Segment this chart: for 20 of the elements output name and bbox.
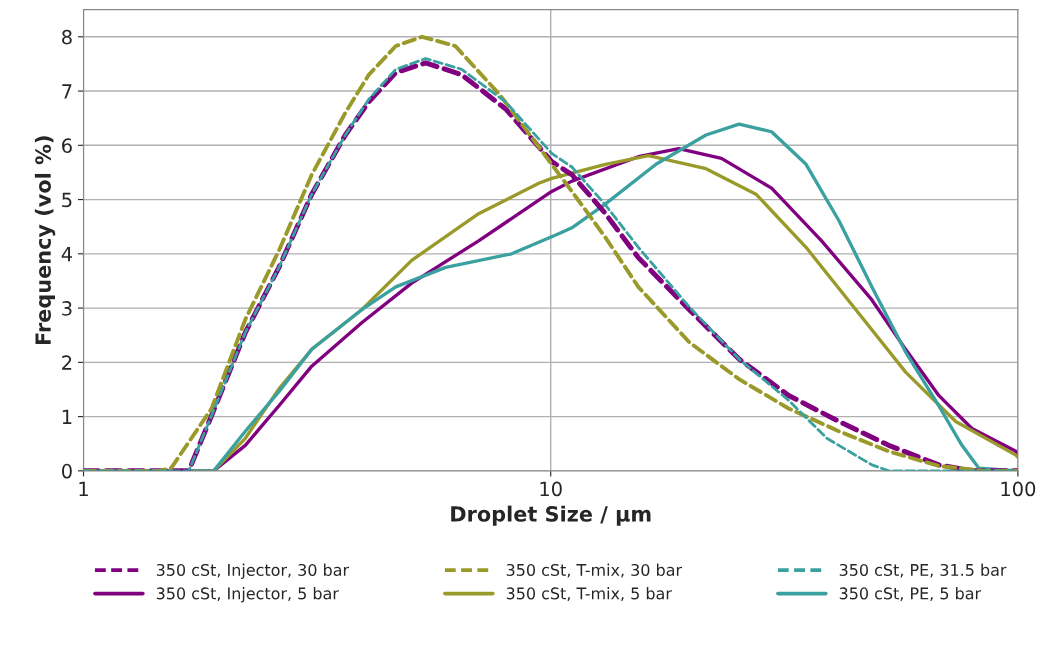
x-tick-label: 10 xyxy=(540,481,562,497)
y-axis-title: Frequency (vol %) xyxy=(34,136,56,345)
x-tick-label: 100 xyxy=(1001,481,1036,497)
legend-label: 350 cSt, T-mix, 5 bar xyxy=(506,587,672,602)
x-tick-label: 1 xyxy=(79,481,88,497)
legend-label: 350 cSt, PE, 5 bar xyxy=(839,587,982,602)
legend-label: 350 cSt, T-mix, 30 bar xyxy=(506,563,683,578)
y-tick-label: 8 xyxy=(62,29,72,45)
y-tick-label: 5 xyxy=(62,192,72,208)
y-tick-label: 0 xyxy=(62,463,72,479)
y-tick-label: 4 xyxy=(61,247,73,262)
y-tick-label: 6 xyxy=(62,138,72,153)
legend-label: 350 cSt, Injector, 5 bar xyxy=(156,587,339,603)
legend-label: 350 cSt, Injector, 30 bar xyxy=(156,563,350,580)
y-tick-label: 2 xyxy=(62,355,72,370)
legend-label: 350 cSt, PE, 31.5 bar xyxy=(839,563,1007,578)
x-axis-title: Droplet Size / µm xyxy=(451,505,651,526)
y-tick-label: 3 xyxy=(62,301,72,316)
y-tick-label: 1 xyxy=(62,409,72,424)
y-tick-label: 7 xyxy=(62,84,72,99)
